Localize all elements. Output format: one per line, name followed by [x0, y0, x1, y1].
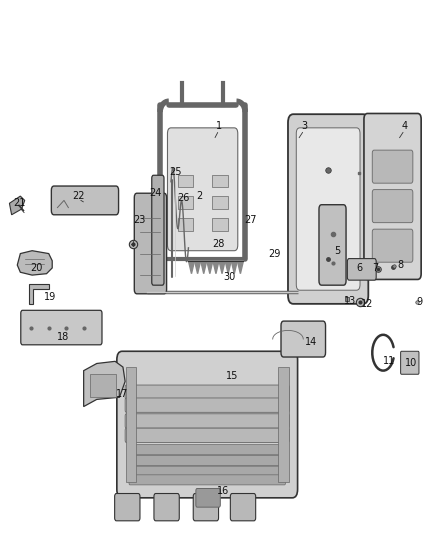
FancyBboxPatch shape	[288, 114, 368, 304]
Text: 28: 28	[212, 238, 224, 248]
FancyBboxPatch shape	[21, 310, 102, 345]
Text: 13: 13	[344, 296, 356, 306]
Text: 20: 20	[30, 263, 42, 273]
Polygon shape	[201, 261, 207, 273]
FancyBboxPatch shape	[129, 475, 286, 485]
Polygon shape	[225, 261, 231, 273]
FancyBboxPatch shape	[129, 455, 286, 465]
FancyBboxPatch shape	[364, 114, 421, 279]
FancyBboxPatch shape	[230, 494, 256, 521]
Text: 21: 21	[13, 198, 25, 208]
Bar	[177, 217, 193, 231]
FancyBboxPatch shape	[196, 488, 220, 507]
Text: 2: 2	[196, 191, 202, 201]
Text: 5: 5	[334, 246, 340, 256]
FancyBboxPatch shape	[193, 494, 219, 521]
Polygon shape	[17, 251, 52, 275]
Text: 1: 1	[216, 122, 222, 132]
FancyBboxPatch shape	[125, 398, 289, 413]
Polygon shape	[237, 261, 244, 273]
Text: 6: 6	[357, 263, 363, 273]
FancyBboxPatch shape	[372, 190, 413, 223]
Bar	[212, 217, 228, 231]
FancyBboxPatch shape	[281, 321, 325, 357]
Text: 3: 3	[301, 122, 307, 132]
Text: 9: 9	[416, 297, 422, 308]
Text: 4: 4	[402, 122, 408, 132]
FancyBboxPatch shape	[117, 351, 297, 498]
Text: 26: 26	[177, 193, 189, 203]
FancyBboxPatch shape	[372, 229, 413, 262]
Text: 11: 11	[383, 357, 396, 366]
Polygon shape	[84, 361, 125, 407]
Polygon shape	[29, 285, 49, 304]
Bar	[212, 174, 228, 188]
FancyBboxPatch shape	[372, 150, 413, 183]
Polygon shape	[10, 196, 25, 215]
Bar	[126, 367, 137, 482]
Bar	[278, 367, 289, 482]
Text: 22: 22	[72, 191, 85, 201]
Polygon shape	[207, 261, 213, 273]
FancyBboxPatch shape	[129, 445, 286, 455]
FancyBboxPatch shape	[125, 428, 289, 442]
FancyBboxPatch shape	[125, 414, 289, 428]
FancyBboxPatch shape	[152, 175, 164, 285]
Text: 15: 15	[226, 372, 238, 382]
Polygon shape	[188, 261, 194, 273]
Polygon shape	[194, 261, 201, 273]
Text: 7: 7	[372, 263, 378, 273]
Text: 29: 29	[268, 248, 281, 259]
Bar	[212, 196, 228, 209]
FancyBboxPatch shape	[347, 259, 376, 280]
Text: 16: 16	[217, 486, 230, 496]
Polygon shape	[213, 261, 219, 273]
Polygon shape	[219, 261, 225, 273]
Text: 17: 17	[116, 390, 128, 399]
FancyBboxPatch shape	[167, 128, 238, 251]
Text: 18: 18	[57, 332, 69, 342]
Text: 23: 23	[133, 215, 146, 225]
FancyBboxPatch shape	[296, 128, 360, 290]
FancyBboxPatch shape	[319, 205, 346, 285]
Text: 25: 25	[169, 167, 182, 176]
Text: 10: 10	[405, 359, 417, 368]
FancyBboxPatch shape	[125, 385, 289, 399]
FancyBboxPatch shape	[134, 193, 166, 294]
Text: 19: 19	[43, 292, 56, 302]
FancyBboxPatch shape	[51, 186, 119, 215]
Text: 12: 12	[361, 299, 374, 309]
Bar	[177, 174, 193, 188]
Text: 24: 24	[149, 188, 162, 198]
Text: 30: 30	[224, 272, 236, 282]
Bar	[177, 196, 193, 209]
Text: 8: 8	[397, 260, 403, 270]
Text: 14: 14	[304, 337, 317, 347]
FancyBboxPatch shape	[129, 466, 286, 477]
FancyBboxPatch shape	[154, 494, 179, 521]
Text: 27: 27	[244, 215, 257, 225]
Bar	[90, 374, 117, 397]
FancyBboxPatch shape	[115, 494, 140, 521]
FancyBboxPatch shape	[401, 351, 419, 374]
Polygon shape	[231, 261, 237, 273]
